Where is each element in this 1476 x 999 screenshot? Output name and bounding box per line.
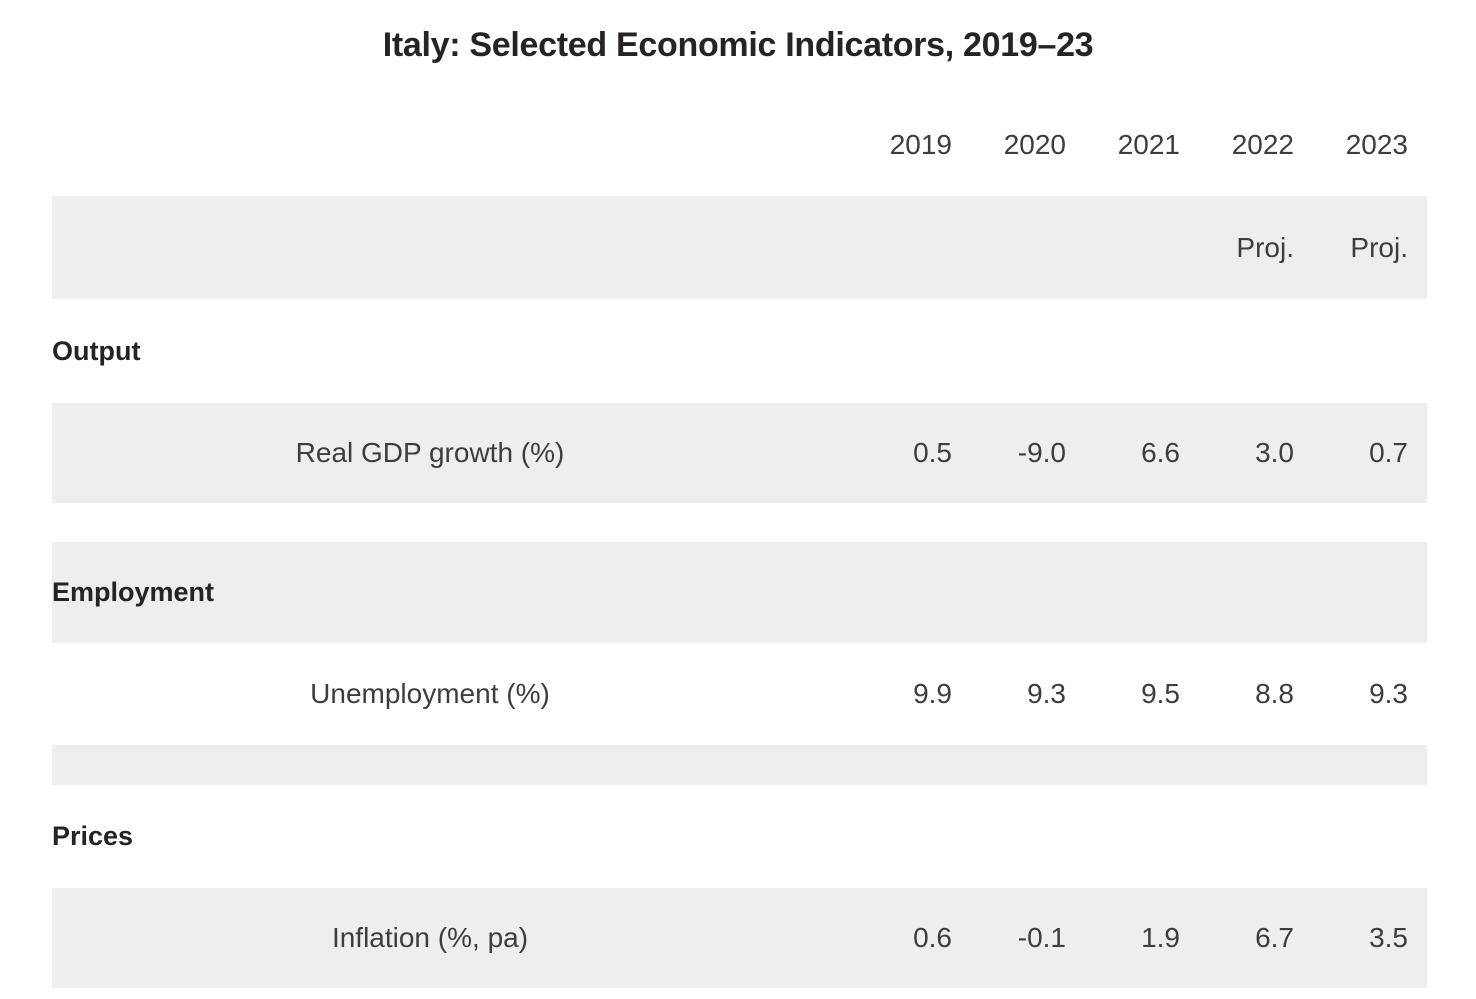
value-cell-2020: -0.1 bbox=[1017, 922, 1066, 953]
value-cell-2020: 9.3 bbox=[1027, 678, 1066, 709]
data-row-inflation: Inflation (%, pa) 0.6 -0.1 1.9 6.7 3.5 bbox=[52, 888, 1427, 988]
value-cell-2019: 0.6 bbox=[913, 922, 952, 953]
page-title: Italy: Selected Economic Indicators, 201… bbox=[382, 26, 1094, 64]
year-column-header-2023: 2023 bbox=[1345, 128, 1408, 160]
section-title: Prices bbox=[52, 821, 134, 851]
year-column-header-2022: 2022 bbox=[1231, 128, 1294, 160]
value-cell-2019: 0.5 bbox=[913, 437, 952, 468]
year-header-row: 2019 2020 2021 2022 2023 bbox=[52, 93, 1427, 196]
value-cell-2022: 8.8 bbox=[1255, 678, 1294, 709]
year-column-header-2021: 2021 bbox=[1117, 128, 1180, 160]
section-header-employment: Employment bbox=[52, 542, 1427, 643]
value-cell-2022: 3.0 bbox=[1255, 437, 1294, 468]
value-cell-2023: 9.3 bbox=[1369, 678, 1408, 709]
section-header-prices: Prices bbox=[52, 785, 1427, 888]
spacer-row bbox=[52, 503, 1427, 542]
row-label: Unemployment (%) bbox=[310, 678, 550, 709]
value-cell-2019: 9.9 bbox=[913, 678, 952, 709]
value-cell-2023: 0.7 bbox=[1369, 437, 1408, 468]
year-column-header-2019: 2019 bbox=[889, 128, 952, 160]
row-label: Inflation (%, pa) bbox=[331, 922, 529, 953]
value-cell-2020: -9.0 bbox=[1017, 437, 1066, 468]
value-cell-2023: 3.5 bbox=[1369, 922, 1408, 953]
section-title: Employment bbox=[52, 577, 215, 607]
projection-row: Proj. Proj. bbox=[52, 196, 1427, 299]
data-row-unemployment: Unemployment (%) 9.9 9.3 9.5 8.8 9.3 bbox=[52, 643, 1427, 745]
value-cell-2021: 6.6 bbox=[1141, 437, 1180, 468]
value-cell-2021: 1.9 bbox=[1141, 922, 1180, 953]
value-cell-2022: 6.7 bbox=[1255, 922, 1294, 953]
section-header-output: Output bbox=[52, 299, 1427, 403]
row-label: Real GDP growth (%) bbox=[295, 437, 565, 468]
spacer-row bbox=[52, 745, 1427, 785]
section-title: Output bbox=[52, 335, 141, 366]
value-cell-2021: 9.5 bbox=[1141, 678, 1180, 709]
year-column-header-2020: 2020 bbox=[1003, 128, 1066, 160]
projection-label-2023: Proj. bbox=[1350, 231, 1408, 263]
data-row-real-gdp-growth: Real GDP growth (%) 0.5 -9.0 6.6 3.0 0.7 bbox=[52, 403, 1427, 503]
indicators-table: 2019 2020 2021 2022 2023 Proj. Proj. Out… bbox=[52, 93, 1427, 988]
projection-label-2022: Proj. bbox=[1236, 231, 1294, 263]
